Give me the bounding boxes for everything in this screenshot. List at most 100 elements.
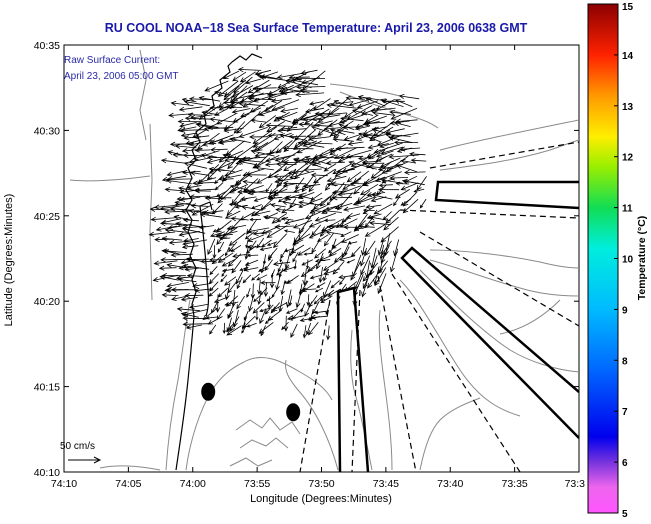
current-vector bbox=[244, 259, 259, 266]
current-vector bbox=[384, 132, 411, 138]
current-vector bbox=[194, 134, 210, 140]
current-vector bbox=[332, 137, 354, 143]
current-vector bbox=[283, 315, 289, 332]
current-vector bbox=[326, 102, 357, 109]
current-vector bbox=[328, 245, 336, 254]
current-vector bbox=[302, 116, 323, 122]
current-vector bbox=[243, 267, 259, 272]
current-vector bbox=[208, 287, 219, 297]
current-vector bbox=[266, 295, 275, 302]
current-vector bbox=[413, 188, 425, 193]
current-vector bbox=[293, 184, 316, 193]
current-vector bbox=[224, 276, 237, 286]
current-vector bbox=[200, 259, 217, 264]
current-vector bbox=[335, 145, 365, 151]
current-vector bbox=[231, 260, 242, 274]
current-vector bbox=[266, 225, 288, 238]
current-vector bbox=[179, 196, 201, 202]
current-vector bbox=[250, 149, 275, 157]
current-vector bbox=[267, 309, 282, 321]
current-vector bbox=[265, 122, 293, 129]
colorbar-tick-label: 7 bbox=[622, 407, 628, 418]
current-vector bbox=[333, 99, 349, 107]
current-vector bbox=[199, 212, 223, 218]
current-vector bbox=[325, 230, 343, 236]
current-vector bbox=[183, 135, 202, 141]
current-vector bbox=[254, 210, 271, 216]
current-vector bbox=[314, 287, 324, 293]
current-vector bbox=[323, 280, 332, 298]
current-vector bbox=[282, 266, 297, 272]
current-vector bbox=[209, 117, 236, 123]
current-vector bbox=[393, 196, 401, 207]
current-vector bbox=[174, 143, 197, 149]
current-vector bbox=[295, 75, 326, 81]
current-vector bbox=[265, 154, 296, 163]
current-vector bbox=[183, 161, 208, 169]
current-vector bbox=[326, 325, 331, 341]
current-vector bbox=[187, 112, 204, 117]
current-vector bbox=[343, 224, 360, 230]
current-vector bbox=[271, 302, 288, 312]
colorbar-tick-label: 6 bbox=[622, 458, 628, 469]
current-vector bbox=[190, 203, 209, 209]
current-vector bbox=[170, 100, 194, 106]
current-vector bbox=[208, 257, 226, 263]
current-vector bbox=[270, 98, 292, 104]
current-vector bbox=[283, 279, 293, 284]
current-vector bbox=[362, 208, 375, 212]
current-vector bbox=[155, 225, 177, 232]
current-vector bbox=[374, 171, 402, 183]
current-vector bbox=[221, 258, 236, 267]
current-vector bbox=[267, 188, 288, 198]
current-vector bbox=[222, 70, 240, 79]
current-vector bbox=[238, 157, 264, 163]
current-vector bbox=[272, 233, 287, 249]
current-vector bbox=[299, 88, 319, 94]
current-vector bbox=[181, 148, 203, 154]
current-vector bbox=[307, 322, 319, 336]
current-vector bbox=[273, 132, 292, 141]
current-vector bbox=[191, 203, 214, 216]
current-vector bbox=[393, 139, 419, 145]
current-vector bbox=[182, 263, 210, 270]
current-vector bbox=[170, 287, 197, 293]
scale-arrow bbox=[68, 456, 102, 464]
current-vector bbox=[377, 238, 385, 256]
current-vector bbox=[290, 78, 319, 86]
current-vector bbox=[336, 191, 360, 197]
current-vector bbox=[307, 136, 331, 142]
current-vector bbox=[325, 160, 345, 166]
current-vector bbox=[178, 106, 203, 112]
current-vector bbox=[255, 310, 259, 321]
current-vector bbox=[267, 296, 272, 309]
current-vector bbox=[297, 247, 311, 256]
colorbar-tick-label: 13 bbox=[622, 102, 634, 113]
current-vector bbox=[398, 94, 420, 100]
colorbar bbox=[587, 3, 619, 514]
y-tick-label: 40:25 bbox=[34, 211, 60, 223]
current-vector bbox=[233, 121, 246, 134]
current-vector bbox=[203, 126, 234, 132]
current-vector bbox=[188, 96, 212, 102]
current-vector bbox=[223, 85, 240, 101]
current-vector bbox=[188, 304, 208, 310]
current-vector bbox=[400, 198, 412, 206]
current-vector bbox=[198, 224, 215, 230]
x-axis: 74:10 74:05 74:00 73:55 73:50 73:45 73:40 73:35… bbox=[51, 45, 585, 490]
current-vector bbox=[274, 224, 295, 230]
current-vector bbox=[224, 169, 243, 177]
current-vector bbox=[340, 231, 352, 237]
current-vector bbox=[214, 231, 238, 238]
current-vector bbox=[205, 316, 218, 320]
current-vector bbox=[275, 116, 292, 123]
current-vector bbox=[281, 200, 302, 206]
current-vector bbox=[375, 153, 393, 162]
current-vector bbox=[210, 147, 228, 153]
current-vector bbox=[310, 208, 327, 214]
current-vector bbox=[359, 247, 367, 267]
x-tick-label: 73:55 bbox=[244, 478, 270, 490]
current-vector bbox=[182, 152, 202, 158]
current-vector bbox=[310, 125, 340, 136]
